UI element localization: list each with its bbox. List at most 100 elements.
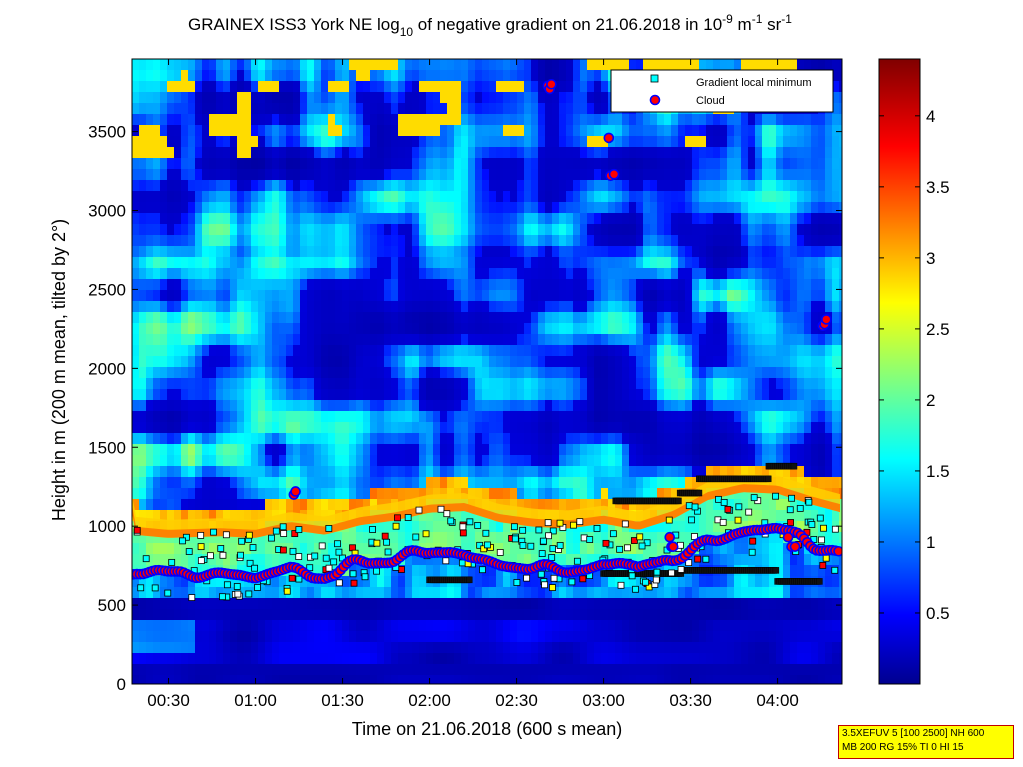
field-cell [307,631,315,643]
field-cell [496,400,504,412]
field-cell [195,136,203,148]
field-cell [496,301,504,313]
field-cell [587,642,595,654]
field-cell [734,136,742,148]
field-cell [496,521,504,533]
field-cell [251,202,259,214]
field-cell [559,246,567,258]
field-cell [615,213,623,225]
field-cell [328,224,336,236]
field-cell [643,114,651,126]
field-cell [594,378,602,390]
field-cell [601,466,609,478]
field-cell [216,356,224,368]
field-cell [482,609,490,621]
field-cell [454,510,462,522]
field-cell [426,301,434,313]
field-cell [398,356,406,368]
field-cell [433,631,441,643]
field-cell [377,422,385,434]
field-cell [475,576,483,588]
field-cell [146,312,154,324]
field-cell [657,609,665,621]
field-cell [377,334,385,346]
field-cell [510,158,518,170]
field-cell [328,543,336,555]
field-cell [349,334,357,346]
field-cell [314,191,322,203]
field-cell [552,499,560,511]
field-cell [307,191,315,203]
field-cell [503,488,511,500]
field-cell [440,103,448,115]
field-cell [279,257,287,269]
field-cell [300,433,308,445]
field-cell [153,378,161,390]
field-cell [265,378,273,390]
field-cell [678,114,686,126]
field-cell [720,312,728,324]
field-cell [692,59,700,71]
field-cell [412,642,420,654]
field-cell [419,675,427,684]
field-cell [699,59,707,71]
field-cell [356,136,364,148]
field-cell [475,279,483,291]
field-cell [279,400,287,412]
field-cell [454,301,462,313]
field-cell [342,587,350,599]
field-cell [188,125,196,137]
field-cell [314,609,322,621]
field-cell [195,598,203,610]
field-cell [475,642,483,654]
field-cell [454,114,462,126]
field-cell [531,631,539,643]
field-cell [643,422,651,434]
field-cell [244,543,252,555]
field-cell [559,323,567,335]
field-cell [342,136,350,148]
field-cell [265,290,273,302]
field-cell [167,455,175,467]
field-cell [384,70,392,82]
field-cell [265,510,273,522]
field-cell [657,422,665,434]
field-cell [671,521,679,533]
field-cell [391,378,399,390]
field-cell [664,268,672,280]
field-cell [671,334,679,346]
field-cell [447,642,455,654]
field-cell [363,356,371,368]
field-cell [678,466,686,478]
field-cell [223,543,231,555]
field-cell [454,411,462,423]
field-cell [188,279,196,291]
field-cell [174,642,182,654]
field-cell [153,422,161,434]
field-cell [587,81,595,93]
field-cell [160,334,168,346]
field-cell [503,499,511,511]
field-cell [468,411,476,423]
field-cell [545,444,553,456]
field-cell [713,235,721,247]
field-cell [398,587,406,599]
field-cell [174,235,182,247]
field-cell [384,59,392,71]
field-cell [566,323,574,335]
field-cell [188,620,196,632]
field-cell [132,268,140,280]
field-cell [265,587,273,599]
field-cell [300,477,308,489]
field-cell [160,664,168,676]
field-cell [692,246,700,258]
field-cell [440,114,448,126]
field-cell [580,455,588,467]
field-cell [160,246,168,258]
field-cell [517,114,525,126]
field-cell [699,400,707,412]
field-cell [230,213,238,225]
field-cell [377,268,385,280]
field-cell [566,268,574,280]
field-cell [608,543,616,555]
